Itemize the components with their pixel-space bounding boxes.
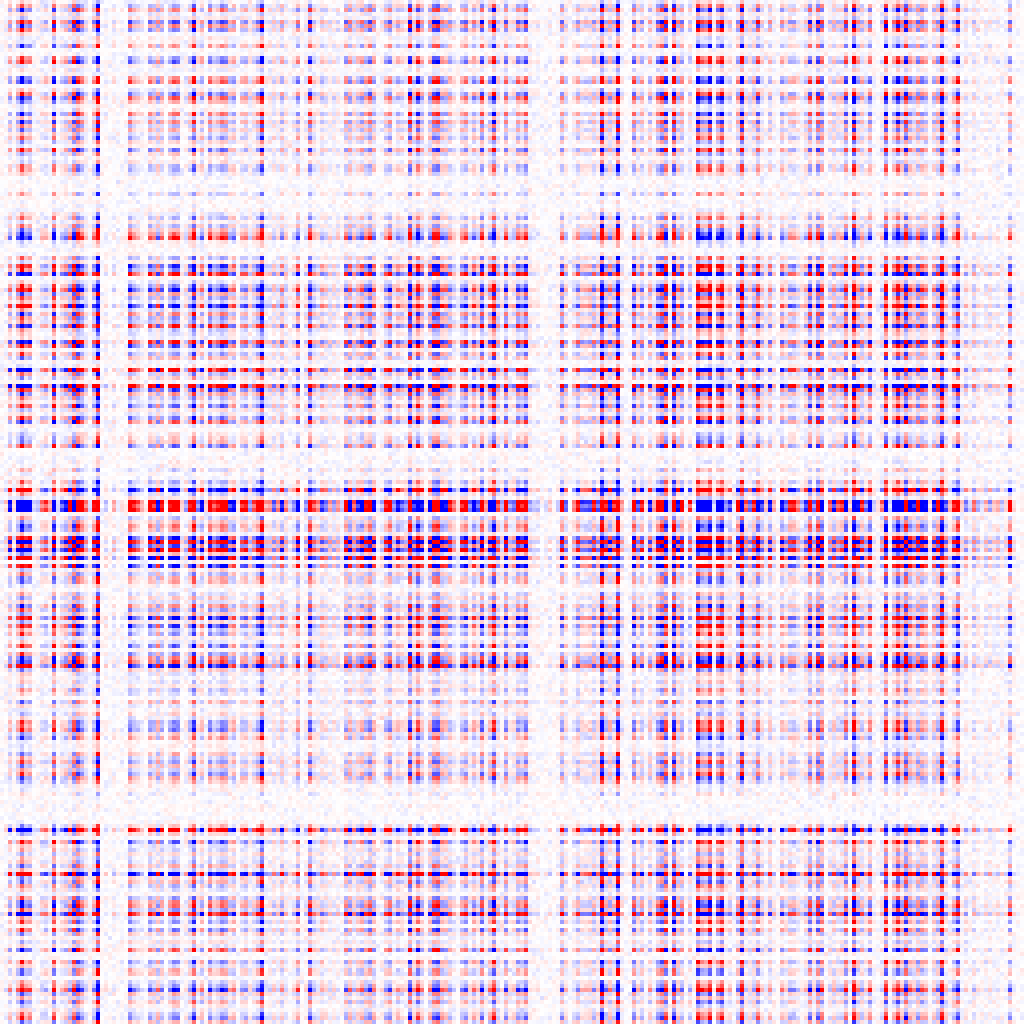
heatmap (0, 0, 1024, 1024)
heatmap-cells (0, 0, 1024, 1024)
